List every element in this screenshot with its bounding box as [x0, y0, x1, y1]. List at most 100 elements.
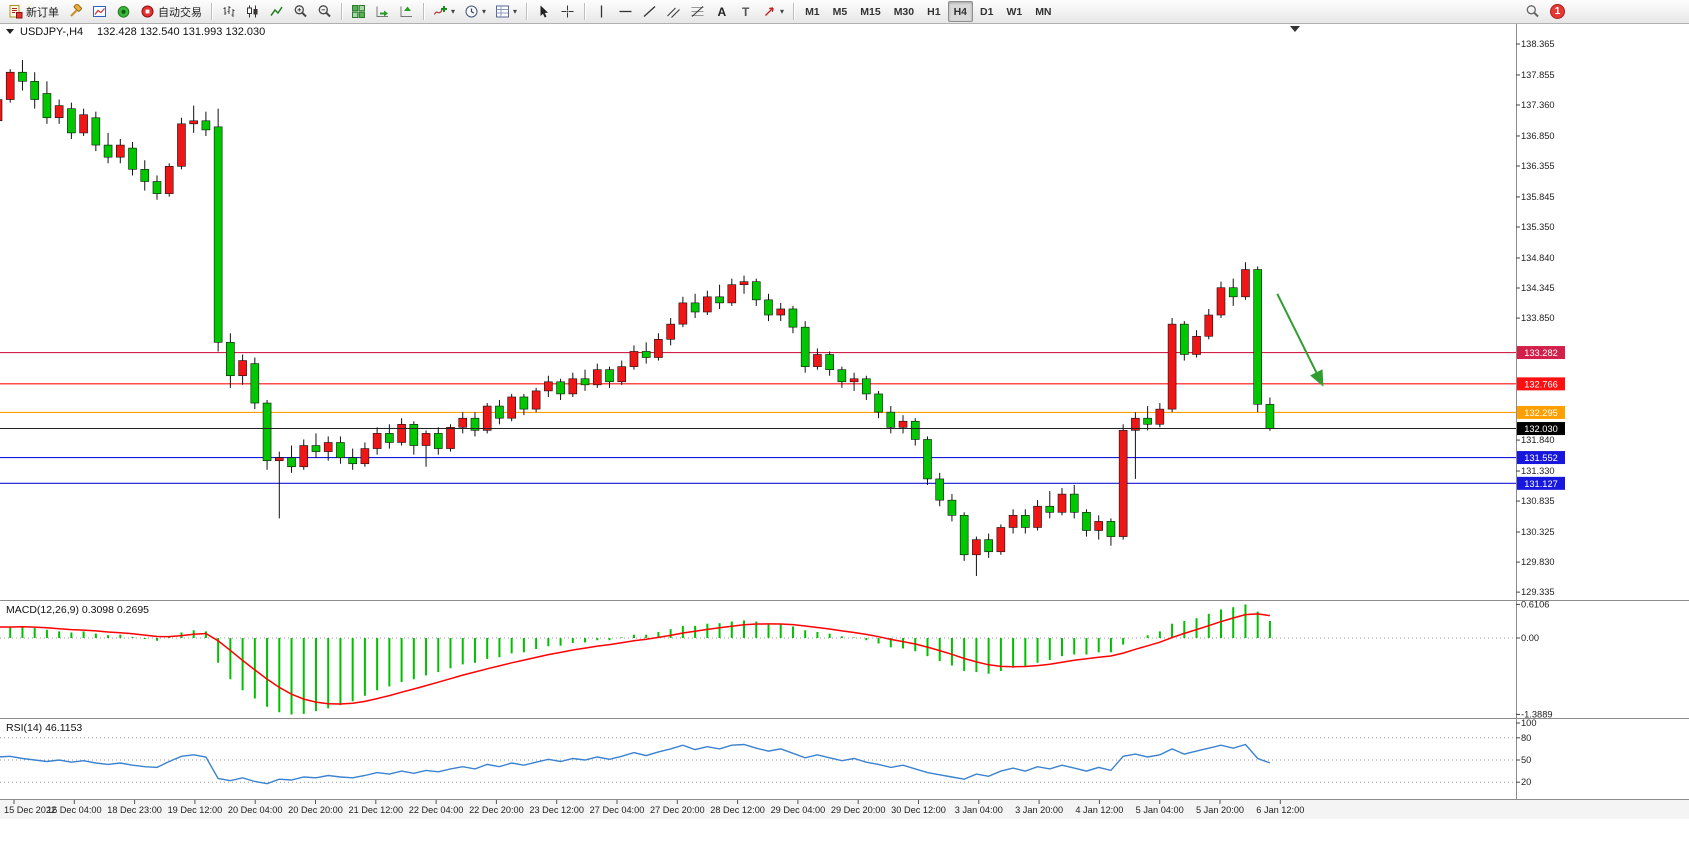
- toolbar-separator: [341, 3, 342, 20]
- vertical-line-icon: [600, 5, 603, 18]
- svg-text:138.365: 138.365: [1521, 39, 1555, 49]
- svg-text:28 Dec 12:00: 28 Dec 12:00: [710, 805, 765, 815]
- bar-chart-button[interactable]: [217, 1, 240, 22]
- chart-shift-button[interactable]: [395, 1, 418, 22]
- timeframe-h1-button[interactable]: H1: [921, 1, 946, 22]
- one-click-trading-toggle-icon[interactable]: [6, 29, 14, 34]
- svg-text:A: A: [718, 5, 727, 19]
- fibonacci-icon: [691, 6, 704, 17]
- new-order-button[interactable]: 新订单: [4, 1, 63, 22]
- horizontal-line-objects[interactable]: [0, 351, 1516, 484]
- auto-scroll-button[interactable]: [371, 1, 394, 22]
- svg-text:5 Jan 04:00: 5 Jan 04:00: [1136, 805, 1184, 815]
- svg-text:131.840: 131.840: [1521, 435, 1555, 445]
- macd-panel: 0.6106 0.00 -1.3889: [0, 599, 1553, 719]
- price-line-tag[interactable]: 132.766: [1517, 377, 1565, 391]
- svg-text:27 Dec 04:00: 27 Dec 04:00: [590, 805, 645, 815]
- price-line-tag[interactable]: 131.127: [1517, 476, 1565, 490]
- timeframe-m30-button[interactable]: M30: [888, 1, 920, 22]
- vertical-line-button[interactable]: [590, 1, 613, 22]
- metaeditor-button[interactable]: [64, 1, 87, 22]
- candlestick-chart-button[interactable]: [241, 1, 264, 22]
- channel-button[interactable]: [662, 1, 685, 22]
- new-order-label: 新订单: [26, 6, 59, 19]
- timeframe-mn-button[interactable]: MN: [1029, 1, 1057, 22]
- templates-button[interactable]: ▾: [491, 1, 521, 22]
- headset-icon: [117, 6, 130, 18]
- svg-text:29 Dec 20:00: 29 Dec 20:00: [831, 805, 886, 815]
- trendline-icon: [643, 6, 656, 17]
- toolbar-separator: [423, 3, 424, 20]
- trend-arrow-object[interactable]: [1276, 293, 1324, 387]
- horizontal-line-button[interactable]: [614, 1, 637, 22]
- text-label-button[interactable]: T: [734, 1, 757, 22]
- tile-windows-button[interactable]: [347, 1, 370, 22]
- svg-text:131.330: 131.330: [1521, 466, 1555, 476]
- price-axis: 138.365 137.855 137.360 136.850 136.355 135.8…: [1516, 39, 1555, 597]
- svg-text:15 Dec 2022: 15 Dec 2022: [4, 805, 56, 815]
- svg-text:29 Dec 04:00: 29 Dec 04:00: [771, 805, 826, 815]
- svg-text:129.830: 129.830: [1521, 557, 1555, 567]
- svg-text:134.345: 134.345: [1521, 283, 1555, 293]
- crosshair-button[interactable]: [556, 1, 579, 22]
- svg-text:16 Dec 04:00: 16 Dec 04:00: [47, 805, 102, 815]
- new-chart-button[interactable]: [88, 1, 111, 22]
- svg-text:-1.3889: -1.3889: [1521, 709, 1553, 719]
- macd-label: MACD(12,26,9) 0.3098 0.2695: [6, 604, 149, 616]
- trendline-button[interactable]: [638, 1, 661, 22]
- search-button[interactable]: [1521, 1, 1544, 22]
- rsi-label: RSI(14) 46.1153: [6, 722, 82, 734]
- price-line-tag[interactable]: 133.282: [1517, 346, 1565, 360]
- chart-ohlc-values: 132.428 132.540 131.993 132.030: [97, 26, 265, 38]
- text-label-icon: T: [742, 5, 750, 19]
- svg-text:20 Dec 04:00: 20 Dec 04:00: [228, 805, 283, 815]
- zoom-in-button[interactable]: [289, 1, 312, 22]
- arrows-button[interactable]: ▾: [758, 1, 788, 22]
- svg-text:20: 20: [1521, 777, 1531, 787]
- timeframe-w1-button[interactable]: W1: [1000, 1, 1028, 22]
- svg-text:5 Jan 20:00: 5 Jan 20:00: [1196, 805, 1244, 815]
- svg-text:6 Jan 12:00: 6 Jan 12:00: [1256, 805, 1304, 815]
- svg-text:130.835: 130.835: [1521, 496, 1555, 506]
- current-price-tag[interactable]: 132.030: [1517, 422, 1565, 436]
- svg-text:131.127: 131.127: [1524, 479, 1558, 489]
- price-line-tag[interactable]: 131.552: [1517, 451, 1565, 465]
- svg-text:4 Jan 12:00: 4 Jan 12:00: [1075, 805, 1123, 815]
- svg-text:135.350: 135.350: [1521, 222, 1555, 232]
- main-toolbar: 新订单 自动交易: [0, 0, 1689, 24]
- svg-text:19 Dec 12:00: 19 Dec 12:00: [168, 805, 223, 815]
- periods-button[interactable]: ▾: [460, 1, 490, 22]
- svg-text:133.850: 133.850: [1521, 313, 1555, 323]
- svg-text:130.325: 130.325: [1521, 527, 1555, 537]
- chart-corner-arrow-icon[interactable]: [1290, 26, 1300, 32]
- market-watch-button[interactable]: [112, 1, 135, 22]
- svg-text:136.850: 136.850: [1521, 131, 1555, 141]
- dropdown-caret-icon: ▾: [513, 6, 518, 16]
- notification-badge[interactable]: 1: [1550, 4, 1565, 19]
- toolbar-right-group: 1: [1521, 1, 1565, 22]
- text-button[interactable]: A: [710, 1, 733, 22]
- hammer-icon: [70, 4, 82, 17]
- fibonacci-button[interactable]: [686, 1, 709, 22]
- dropdown-caret-icon: ▾: [451, 6, 456, 16]
- svg-text:133.282: 133.282: [1524, 348, 1558, 358]
- timeframe-d1-button[interactable]: D1: [974, 1, 999, 22]
- clock-icon: [465, 5, 478, 18]
- svg-text:0.00: 0.00: [1521, 633, 1539, 643]
- timeframe-m5-button[interactable]: M5: [827, 1, 854, 22]
- indicators-button[interactable]: ▾: [429, 1, 459, 22]
- price-line-tag[interactable]: 132.295: [1517, 405, 1565, 419]
- zoom-out-button[interactable]: [313, 1, 336, 22]
- timeframe-m15-button[interactable]: M15: [854, 1, 886, 22]
- svg-text:131.552: 131.552: [1524, 453, 1558, 463]
- autotrading-button[interactable]: 自动交易: [136, 1, 206, 22]
- autotrading-label: 自动交易: [158, 6, 202, 19]
- line-chart-button[interactable]: [265, 1, 288, 22]
- timeframe-m1-button[interactable]: M1: [799, 1, 826, 22]
- cursor-button[interactable]: [532, 1, 555, 22]
- timeframe-h4-button[interactable]: H4: [947, 1, 973, 22]
- toolbar-separator: [526, 3, 528, 20]
- svg-text:22 Dec 04:00: 22 Dec 04:00: [409, 805, 464, 815]
